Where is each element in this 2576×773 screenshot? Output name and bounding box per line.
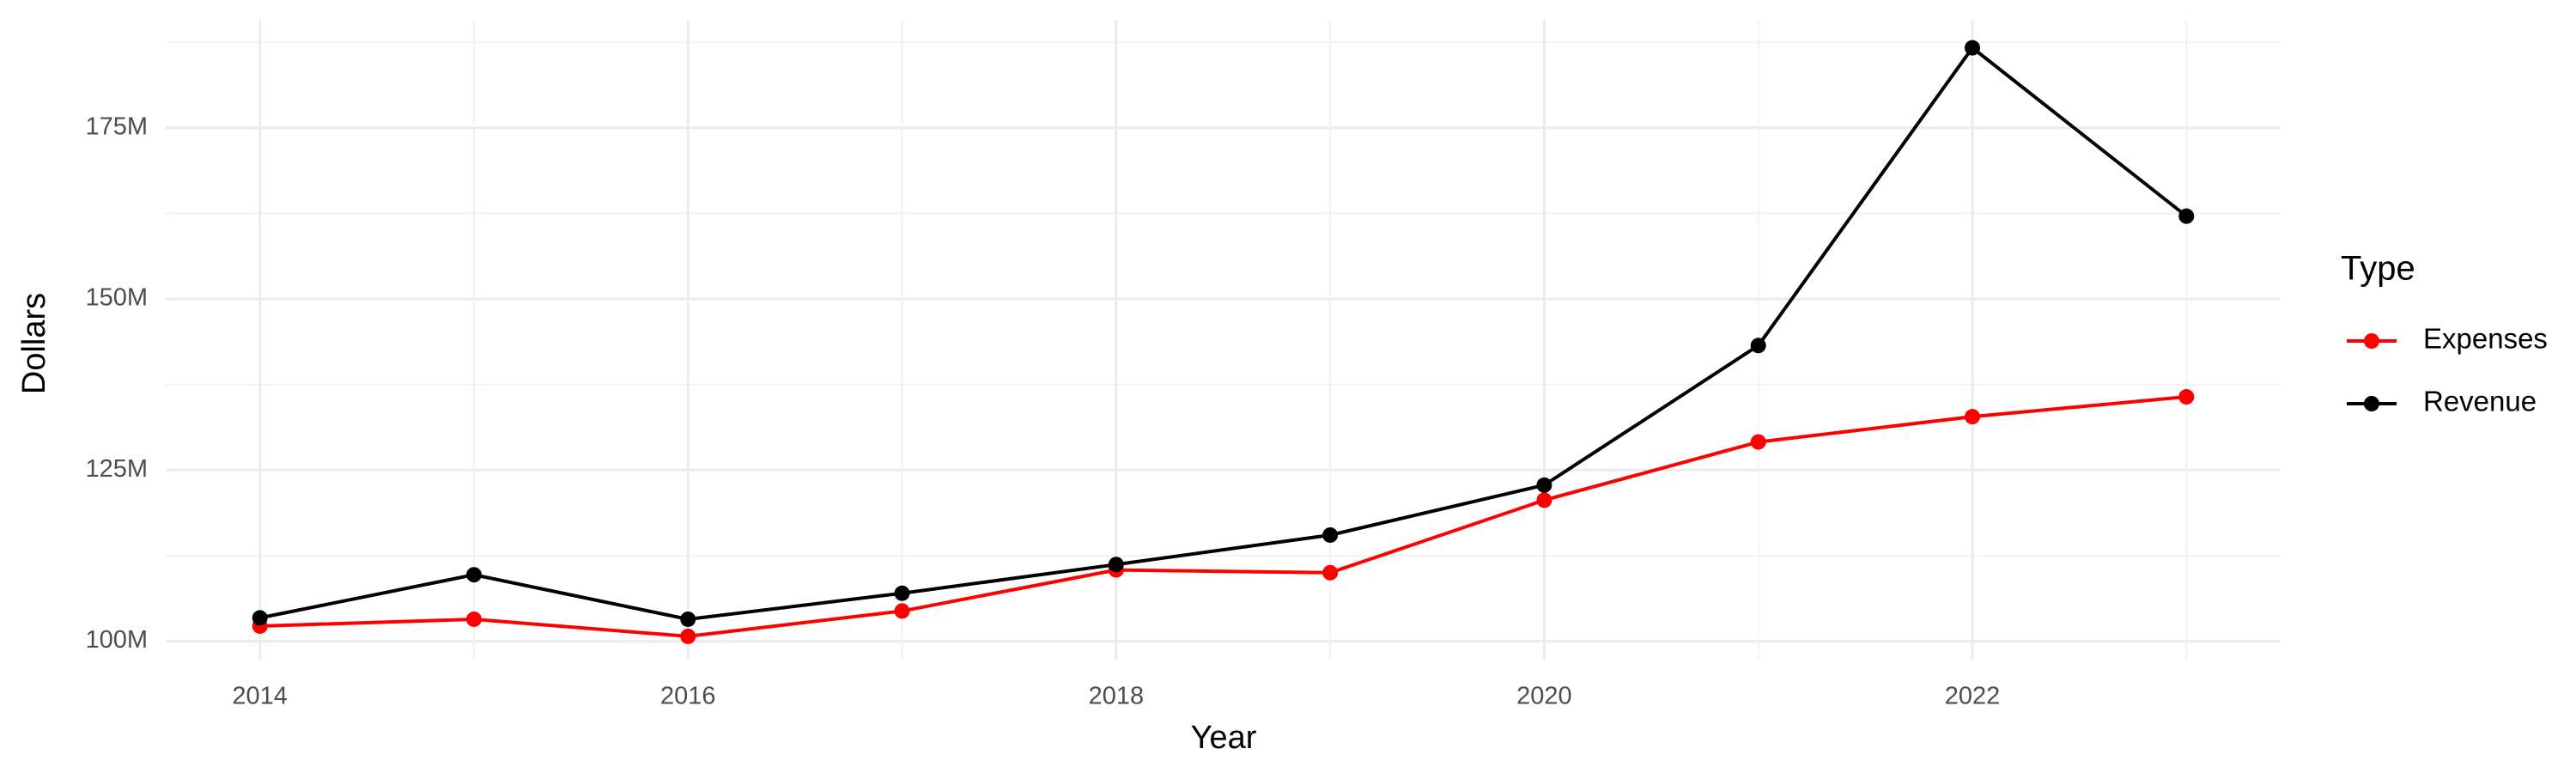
point xyxy=(1750,338,1766,354)
y-tick-label: 100M xyxy=(85,626,148,654)
y-axis-title: Dollars xyxy=(16,293,52,394)
x-tick-label: 2022 xyxy=(1945,683,2001,710)
x-tick-label: 2014 xyxy=(232,683,288,710)
legend-title: Type xyxy=(2341,250,2415,288)
x-tick-label: 2020 xyxy=(1516,683,1572,710)
point xyxy=(252,610,268,626)
point xyxy=(465,567,482,583)
point xyxy=(894,585,910,601)
point xyxy=(1536,492,1552,508)
legend-label: Expenses xyxy=(2423,323,2548,355)
x-axis-title: Year xyxy=(1191,720,1257,756)
point xyxy=(1108,557,1124,573)
point xyxy=(1322,564,1339,581)
series-line xyxy=(259,45,2188,622)
point xyxy=(680,611,696,627)
point xyxy=(1322,526,1339,543)
legend-label: Revenue xyxy=(2423,386,2537,417)
point xyxy=(894,603,910,619)
series-line xyxy=(259,395,2187,638)
legend-swatch-point xyxy=(2364,333,2379,349)
y-tick-label: 125M xyxy=(85,455,148,483)
x-tick-label: 2016 xyxy=(660,683,716,710)
point xyxy=(680,628,696,644)
point xyxy=(1750,434,1766,450)
point xyxy=(2178,208,2195,224)
y-tick-label: 150M xyxy=(85,284,148,312)
x-tick-label: 2018 xyxy=(1089,683,1145,710)
point xyxy=(1965,409,1981,425)
y-tick-label: 175M xyxy=(85,113,148,141)
point xyxy=(1965,40,1981,56)
legend-swatch-point xyxy=(2364,396,2379,411)
point xyxy=(2178,389,2195,405)
point xyxy=(1536,477,1552,493)
point xyxy=(465,611,482,627)
